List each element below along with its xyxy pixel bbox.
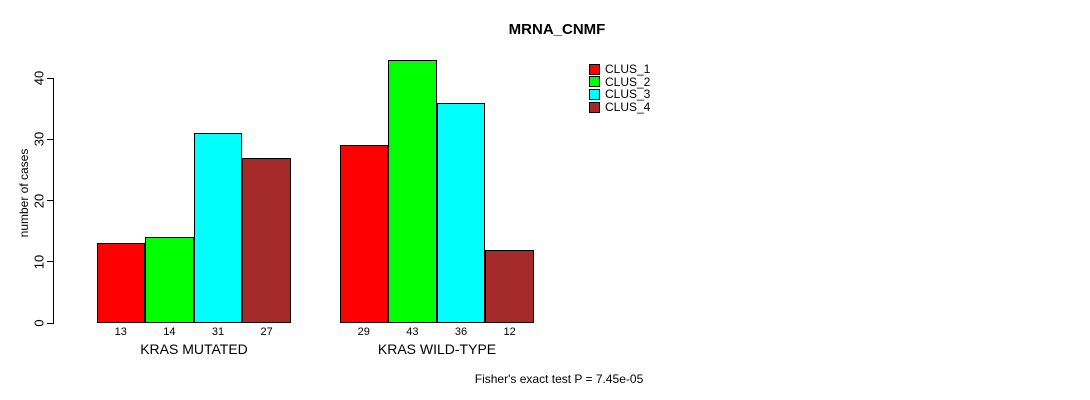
legend-item-clus_4: CLUS_4 — [589, 101, 650, 114]
fisher-test-annotation: Fisher's exact test P = 7.45e-05 — [474, 372, 644, 386]
y-axis-tick-label: 10 — [31, 254, 47, 269]
chart-title: MRNA_CNMF — [508, 21, 606, 38]
legend-item-clus_1: CLUS_1 — [589, 63, 650, 76]
y-axis-tick-label: 20 — [31, 193, 47, 208]
bar-value-label: 29 — [357, 326, 370, 338]
legend-label: CLUS_1 — [605, 62, 651, 77]
y-axis-tick — [47, 200, 53, 201]
category-label-kras-wild-type: KRAS WILD-TYPE — [377, 341, 497, 357]
legend-label: CLUS_4 — [605, 100, 651, 115]
y-axis-tick — [47, 77, 53, 79]
bar-value-label: 13 — [114, 326, 127, 338]
bar-value-label: 12 — [503, 326, 516, 338]
legend-swatch-clus_3 — [589, 88, 600, 100]
y-axis-tick-label: 40 — [31, 70, 47, 86]
bar-clus_3-group2 — [436, 102, 486, 323]
legend: CLUS_1 CLUS_2 CLUS_3 CLUS_4 — [589, 63, 650, 113]
y-axis-tick — [47, 322, 53, 324]
bar-value-label: 31 — [211, 326, 225, 338]
legend-label: CLUS_3 — [605, 87, 651, 102]
bar-clus_2-group1 — [145, 237, 194, 323]
legend-item-clus_3: CLUS_3 — [589, 88, 650, 101]
category-label-kras-mutated: KRAS MUTATED — [140, 341, 248, 357]
y-axis-tick — [47, 138, 53, 140]
bar-value-label: 36 — [454, 326, 468, 338]
y-axis-tick — [47, 261, 53, 263]
legend-label: CLUS_2 — [605, 74, 651, 89]
bar-clus_1-group1 — [96, 243, 146, 323]
bar-clus_4-group2 — [485, 249, 534, 323]
bar-clus_2-group2 — [388, 59, 437, 323]
bar-value-label: 14 — [163, 326, 176, 338]
bar-value-label: 43 — [406, 326, 419, 338]
y-axis-tick-label: 0 — [31, 319, 47, 327]
bar-clus_4-group1 — [242, 157, 291, 323]
y-axis-tick-label: 30 — [31, 132, 47, 147]
bar-clus_1-group2 — [339, 145, 389, 323]
bar-clus_3-group1 — [193, 133, 243, 323]
y-axis-label: number of cases — [17, 148, 31, 238]
legend-swatch-clus_1 — [589, 63, 600, 75]
y-axis-line — [53, 78, 54, 324]
legend-swatch-clus_2 — [589, 76, 600, 88]
bar-value-label: 27 — [260, 326, 273, 338]
legend-item-clus_2: CLUS_2 — [589, 76, 650, 89]
legend-swatch-clus_4 — [589, 101, 600, 113]
